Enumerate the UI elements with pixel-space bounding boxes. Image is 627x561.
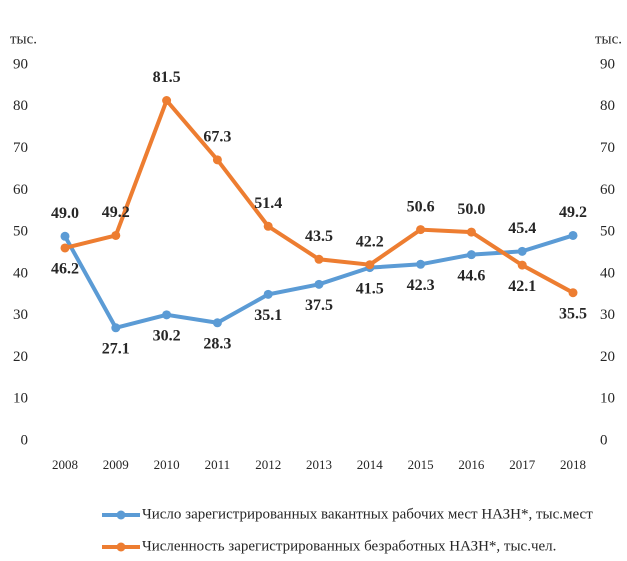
value-label: 81.5 bbox=[153, 69, 181, 86]
point bbox=[517, 246, 527, 256]
x-tick-label: 2009 bbox=[103, 457, 129, 472]
value-label: 49.0 bbox=[51, 205, 79, 222]
point bbox=[314, 254, 324, 264]
point bbox=[263, 289, 273, 299]
value-label: 51.4 bbox=[254, 195, 282, 212]
value-label: 46.2 bbox=[51, 261, 79, 278]
point bbox=[111, 230, 121, 240]
y-axis-label: тыс. bbox=[10, 31, 37, 47]
value-label: 42.3 bbox=[407, 277, 435, 294]
value-label: 45.4 bbox=[508, 220, 536, 237]
x-tick-label: 2008 bbox=[52, 457, 78, 472]
value-label: 42.2 bbox=[356, 233, 384, 250]
value-label: 50.6 bbox=[407, 198, 435, 215]
legend-label: Число зарегистрированных вакантных рабоч… bbox=[142, 506, 593, 522]
y2-tick-label: 30 bbox=[600, 307, 615, 323]
value-label: 49.2 bbox=[102, 204, 130, 221]
point bbox=[162, 310, 172, 320]
legend-marker bbox=[116, 510, 126, 520]
legend-marker bbox=[116, 542, 126, 552]
y2-tick-label: 40 bbox=[600, 265, 615, 281]
point bbox=[314, 279, 324, 289]
y-tick-label: 70 bbox=[13, 140, 28, 156]
value-label: 30.2 bbox=[153, 328, 181, 345]
x-tick-label: 2011 bbox=[205, 457, 231, 472]
point bbox=[416, 225, 426, 235]
value-label: 35.1 bbox=[254, 307, 282, 324]
y2-tick-label: 20 bbox=[600, 349, 615, 365]
y-tick-label: 90 bbox=[13, 56, 28, 72]
point bbox=[263, 221, 273, 231]
y2-tick-label: 90 bbox=[600, 56, 615, 72]
x-tick-label: 2016 bbox=[458, 457, 485, 472]
y2-tick-label: 10 bbox=[600, 391, 615, 407]
series-line bbox=[64, 96, 574, 295]
point bbox=[60, 231, 70, 241]
point bbox=[365, 260, 375, 270]
point bbox=[466, 227, 476, 237]
y2-tick-label: 70 bbox=[600, 140, 615, 156]
legend-label: Численность зарегистрированных безработн… bbox=[142, 538, 556, 554]
x-tick-label: 2012 bbox=[255, 457, 281, 472]
y-tick-label: 80 bbox=[13, 98, 28, 114]
x-tick-label: 2015 bbox=[408, 457, 434, 472]
point bbox=[416, 259, 426, 269]
value-label: 50.0 bbox=[457, 201, 485, 218]
y-tick-label: 30 bbox=[13, 307, 28, 323]
y2-tick-label: 60 bbox=[600, 182, 615, 198]
y-tick-label: 50 bbox=[13, 224, 28, 240]
point bbox=[466, 250, 476, 260]
y2-axis-label: тыс. bbox=[595, 31, 622, 47]
point bbox=[568, 230, 578, 240]
value-label: 42.1 bbox=[508, 278, 536, 295]
x-tick-label: 2013 bbox=[306, 457, 332, 472]
y-tick-label: 0 bbox=[21, 432, 29, 448]
x-tick-label: 2014 bbox=[357, 457, 384, 472]
y2-tick-label: 0 bbox=[600, 432, 608, 448]
value-label: 43.5 bbox=[305, 228, 333, 245]
value-label: 28.3 bbox=[203, 335, 231, 352]
y2-tick-label: 50 bbox=[600, 224, 615, 240]
value-label: 44.6 bbox=[457, 267, 485, 284]
value-label: 35.5 bbox=[559, 305, 587, 322]
value-label: 67.3 bbox=[203, 129, 231, 146]
x-tick-label: 2018 bbox=[560, 457, 586, 472]
value-label: 49.2 bbox=[559, 204, 587, 221]
x-tick-label: 2010 bbox=[154, 457, 180, 472]
value-label: 41.5 bbox=[356, 280, 384, 297]
point bbox=[111, 323, 121, 333]
point bbox=[60, 243, 70, 253]
y2-tick-label: 80 bbox=[600, 98, 615, 114]
y-tick-label: 40 bbox=[13, 265, 28, 281]
y-tick-label: 10 bbox=[13, 391, 28, 407]
point bbox=[162, 96, 172, 106]
point bbox=[212, 318, 222, 328]
point bbox=[517, 260, 527, 270]
point bbox=[568, 288, 578, 298]
value-label: 37.5 bbox=[305, 297, 333, 314]
y-tick-label: 20 bbox=[13, 349, 28, 365]
x-tick-label: 2017 bbox=[509, 457, 536, 472]
value-label: 27.1 bbox=[102, 340, 130, 357]
point bbox=[212, 155, 222, 165]
y-tick-label: 60 bbox=[13, 182, 28, 198]
